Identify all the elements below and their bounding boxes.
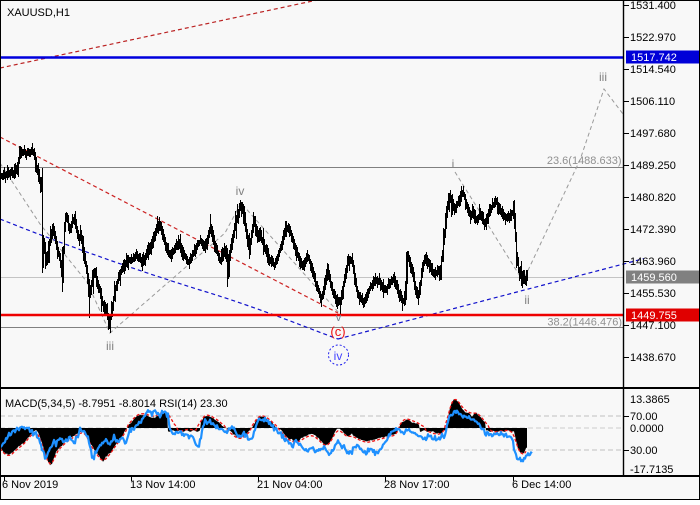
svg-text:1514.540: 1514.540 <box>630 64 676 76</box>
svg-text:iii: iii <box>106 339 114 353</box>
svg-text:(c): (c) <box>330 324 345 339</box>
svg-text:iv: iv <box>236 184 245 198</box>
svg-text:1517.742: 1517.742 <box>631 52 677 64</box>
svg-text:1506.110: 1506.110 <box>630 96 675 108</box>
svg-text:-17.7135: -17.7135 <box>630 464 673 476</box>
svg-text:1531.400: 1531.400 <box>630 0 676 12</box>
svg-text:1472.390: 1472.390 <box>630 224 676 236</box>
svg-text:28 Nov 17:00: 28 Nov 17:00 <box>384 479 449 491</box>
svg-text:0.0000: 0.0000 <box>630 423 664 435</box>
svg-text:1480.820: 1480.820 <box>630 192 676 204</box>
svg-text:XAUUSD,H1: XAUUSD,H1 <box>7 7 70 19</box>
svg-text:1455.530: 1455.530 <box>630 288 676 300</box>
svg-text:1438.670: 1438.670 <box>630 352 676 364</box>
svg-text:1489.250: 1489.250 <box>630 160 676 172</box>
svg-text:iv: iv <box>334 349 343 363</box>
svg-text:MACD(5,34,5) -8.7951 -8.8014 R: MACD(5,34,5) -8.7951 -8.8014 RSI(14) 23.… <box>5 398 228 410</box>
svg-text:1459.560: 1459.560 <box>631 272 677 284</box>
svg-text:iii: iii <box>599 70 607 84</box>
svg-text:13.3865: 13.3865 <box>630 394 670 406</box>
svg-text:1447.100: 1447.100 <box>630 320 676 332</box>
svg-text:1497.680: 1497.680 <box>630 128 676 140</box>
svg-text:ii: ii <box>524 293 529 307</box>
svg-text:1449.755: 1449.755 <box>631 310 677 322</box>
svg-text:38.2(1446.476): 38.2(1446.476) <box>547 317 622 329</box>
svg-text:i: i <box>452 157 455 171</box>
svg-text:1522.970: 1522.970 <box>630 32 676 44</box>
svg-text:6 Nov 2019: 6 Nov 2019 <box>2 479 58 491</box>
svg-text:30.00: 30.00 <box>630 445 658 457</box>
svg-text:21 Nov 04:00: 21 Nov 04:00 <box>257 479 322 491</box>
svg-text:v: v <box>336 312 342 324</box>
svg-text:13 Nov 14:00: 13 Nov 14:00 <box>130 479 195 491</box>
svg-text:6 Dec 14:00: 6 Dec 14:00 <box>512 479 571 491</box>
svg-text:23.6(1488.633): 23.6(1488.633) <box>547 155 622 167</box>
svg-text:70.00: 70.00 <box>630 411 658 423</box>
svg-text:1463.960: 1463.960 <box>630 256 676 268</box>
